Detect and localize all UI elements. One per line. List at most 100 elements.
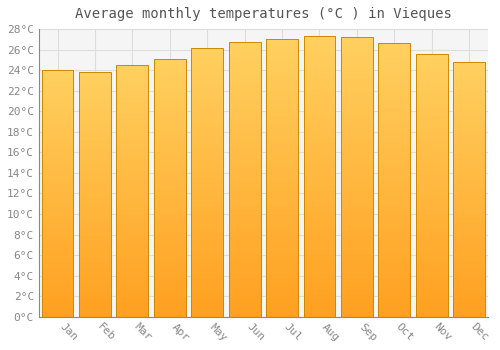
Bar	[341, 205, 373, 208]
Bar	[116, 181, 148, 183]
Bar	[453, 281, 485, 284]
Bar	[266, 75, 298, 78]
Bar	[304, 264, 336, 266]
Bar	[42, 179, 74, 181]
Bar	[228, 303, 260, 306]
Bar	[154, 92, 186, 95]
Bar	[378, 49, 410, 52]
Bar	[266, 275, 298, 278]
Bar	[79, 75, 111, 77]
Bar	[304, 84, 336, 87]
Bar	[378, 284, 410, 287]
Bar	[79, 278, 111, 280]
Bar	[228, 100, 260, 103]
Bar	[154, 252, 186, 255]
Bar	[453, 108, 485, 110]
Bar	[42, 161, 74, 164]
Bar	[154, 154, 186, 157]
Bar	[378, 74, 410, 76]
Bar	[42, 194, 74, 196]
Bar	[116, 128, 148, 131]
Bar	[304, 199, 336, 202]
Bar	[341, 135, 373, 138]
Bar	[378, 101, 410, 104]
Bar	[378, 153, 410, 155]
Bar	[154, 157, 186, 160]
Bar	[79, 212, 111, 214]
Bar	[228, 284, 260, 287]
Bar	[154, 118, 186, 121]
Bar	[228, 193, 260, 196]
Bar	[416, 114, 448, 117]
Bar	[378, 150, 410, 153]
Bar	[378, 104, 410, 106]
Bar	[42, 282, 74, 285]
Bar	[79, 136, 111, 138]
Bar	[341, 225, 373, 228]
Bar	[228, 259, 260, 262]
Bar	[116, 269, 148, 272]
Bar	[79, 126, 111, 128]
Bar	[416, 91, 448, 93]
Bar	[79, 128, 111, 131]
Bar	[341, 216, 373, 219]
Bar	[192, 91, 223, 93]
Bar	[228, 218, 260, 221]
Bar	[378, 238, 410, 240]
Bar	[416, 106, 448, 109]
Bar	[416, 270, 448, 272]
Bar	[378, 46, 410, 49]
Bar	[341, 132, 373, 135]
Bar	[192, 85, 223, 88]
Bar	[154, 59, 186, 62]
Bar	[79, 224, 111, 226]
Bar	[266, 292, 298, 295]
Bar	[116, 65, 148, 68]
Bar	[42, 297, 74, 300]
Bar	[378, 164, 410, 167]
Title: Average monthly temperatures (°C ) in Vieques: Average monthly temperatures (°C ) in Vi…	[75, 7, 452, 21]
Bar	[228, 309, 260, 311]
Bar	[266, 250, 298, 253]
Bar	[79, 192, 111, 195]
Bar	[192, 107, 223, 110]
Bar	[378, 87, 410, 90]
Bar	[453, 286, 485, 289]
Bar	[228, 42, 260, 45]
Bar	[42, 258, 74, 260]
Bar	[416, 243, 448, 246]
Bar	[266, 148, 298, 150]
Bar	[192, 274, 223, 276]
Bar	[378, 226, 410, 229]
Bar	[266, 128, 298, 131]
Bar	[79, 280, 111, 282]
Bar	[416, 75, 448, 77]
Bar	[416, 267, 448, 270]
Bar	[116, 131, 148, 133]
Bar	[154, 281, 186, 283]
Bar	[266, 209, 298, 211]
Bar	[453, 126, 485, 128]
Bar	[378, 224, 410, 226]
Bar	[266, 89, 298, 92]
Bar	[304, 50, 336, 53]
Bar	[42, 92, 74, 95]
Bar	[79, 258, 111, 260]
Bar	[378, 117, 410, 120]
Bar	[341, 37, 373, 317]
Bar	[192, 295, 223, 298]
Bar	[42, 102, 74, 105]
Bar	[453, 199, 485, 202]
Bar	[378, 240, 410, 243]
Bar	[266, 284, 298, 286]
Bar	[341, 127, 373, 130]
Bar	[453, 233, 485, 235]
Bar	[416, 67, 448, 70]
Bar	[116, 123, 148, 125]
Bar	[341, 308, 373, 311]
Bar	[378, 273, 410, 276]
Bar	[228, 125, 260, 127]
Bar	[304, 205, 336, 208]
Bar	[116, 209, 148, 211]
Bar	[341, 76, 373, 79]
